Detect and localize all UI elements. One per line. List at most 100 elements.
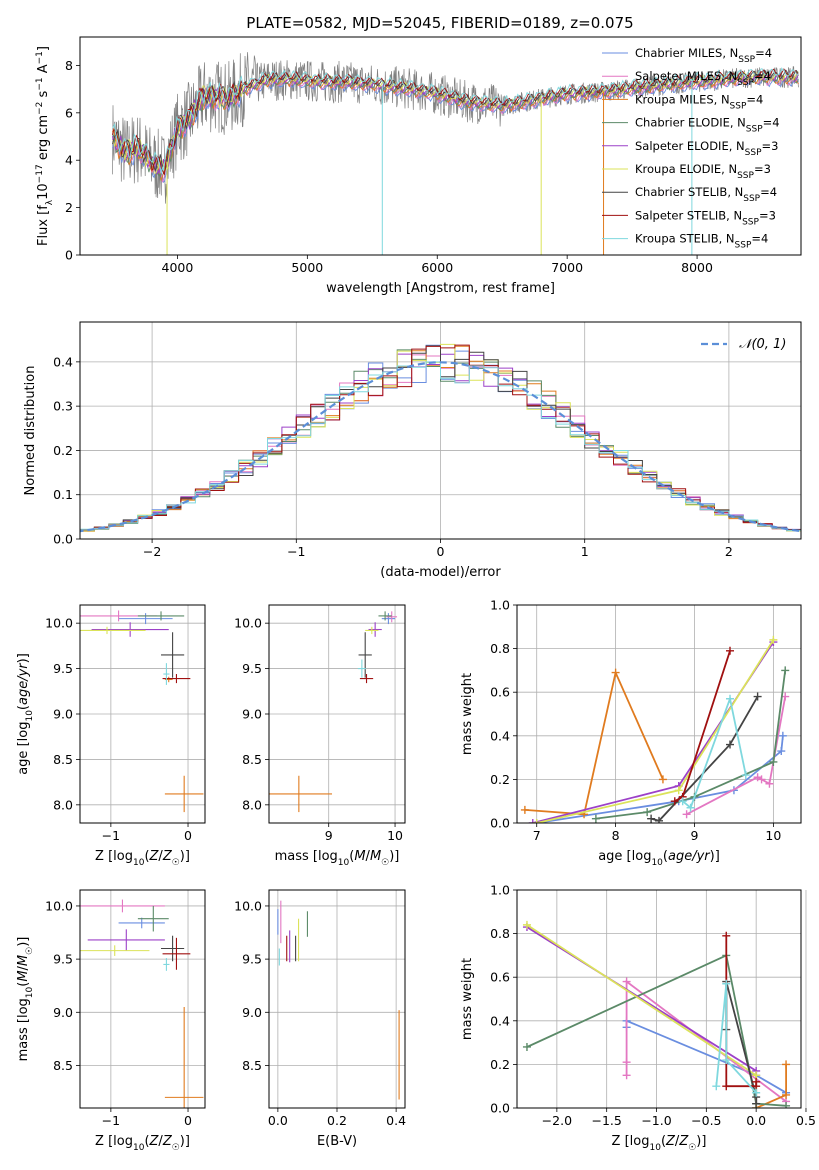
data-point-marker xyxy=(778,731,787,740)
data-point-marker xyxy=(752,1088,761,1097)
axes-frame xyxy=(516,604,802,824)
x-axis-label: Z [log10(Z/Z☉)] xyxy=(95,1134,190,1153)
legend-label: Kroupa ELODIE, NSSP=3 xyxy=(635,162,771,181)
data-point-marker xyxy=(752,1099,761,1108)
age-vs-mass-plot-area xyxy=(269,611,398,813)
data-point-marker xyxy=(741,771,750,780)
data-point-marker xyxy=(769,635,778,644)
y-axis-label: mass weight xyxy=(460,958,475,1040)
y-axis-label: mass [log10(M/M☉)] xyxy=(16,937,35,1062)
data-point-marker xyxy=(622,977,631,986)
x-axis-label: E(B-V) xyxy=(317,1134,357,1149)
y-tick-label: 9.0 xyxy=(53,707,73,722)
x-tick-label: −0.5 xyxy=(691,1113,721,1128)
y-tick-label: 0.3 xyxy=(53,399,73,414)
weight-series-7 xyxy=(650,696,759,822)
age-vs-Z-plot-area xyxy=(80,610,204,813)
legend-label: Salpeter MILES, NSSP=4 xyxy=(635,69,771,88)
data-point-marker xyxy=(752,1077,761,1086)
x-tick-label: 7000 xyxy=(551,260,583,275)
data-point-marker xyxy=(670,797,679,806)
residuals-plot-area xyxy=(80,343,801,534)
data-point-marker xyxy=(765,779,774,788)
legend-label: Chabrier ELODIE, NSSP=4 xyxy=(635,116,780,135)
model-spectrum-3 xyxy=(112,74,799,181)
y-axis-label: mass weight xyxy=(460,673,475,755)
mass-vs-EBV-panel: 0.0 0.2 0.4 8.5 9.0 9.5 10.0 E(B-V) xyxy=(234,889,406,1149)
y-tick-label: 9.5 xyxy=(242,661,262,676)
y-tick-label: 8.0 xyxy=(242,797,262,812)
data-point-marker xyxy=(781,666,790,675)
x-tick-label: 10 xyxy=(387,828,403,843)
x-tick-label: 0.4 xyxy=(386,1113,406,1128)
x-tick-label: −2 xyxy=(143,544,161,559)
legend-label: Kroupa STELIB, NSSP=4 xyxy=(635,232,768,251)
y-tick-label: 1.0 xyxy=(490,598,510,613)
data-point-marker xyxy=(611,668,620,677)
x-axis-label: Z [log10(Z/Z☉)] xyxy=(612,1134,707,1153)
x-tick-label: 10 xyxy=(765,828,781,843)
legend-label: Salpeter STELIB, NSSP=3 xyxy=(635,208,776,227)
legend-label: Salpeter ELODIE, NSSP=3 xyxy=(635,139,778,158)
y-tick-label: 10.0 xyxy=(234,898,262,913)
x-tick-label: 6000 xyxy=(421,260,453,275)
data-point-marker xyxy=(757,775,766,784)
data-point-marker xyxy=(532,819,541,823)
y-tick-label: 9.5 xyxy=(242,952,262,967)
y-tick-label: 1.0 xyxy=(490,883,510,898)
weight-series-3 xyxy=(524,669,664,816)
data-point-marker xyxy=(643,808,652,817)
y-tick-label: 10.0 xyxy=(45,616,73,631)
x-tick-label: 8 xyxy=(612,828,620,843)
data-point-marker xyxy=(622,1058,631,1067)
gaussian-reference-curve xyxy=(80,361,801,533)
mass-weight-vs-Z-plot-area xyxy=(522,920,791,1108)
x-tick-label: 9 xyxy=(691,828,699,843)
y-tick-label: 9.5 xyxy=(53,952,73,967)
y-tick-label: 9.0 xyxy=(242,707,262,722)
data-point-marker xyxy=(753,692,762,701)
data-point-marker xyxy=(682,810,691,819)
weight-series-3 xyxy=(755,1064,787,1108)
y-tick-label: 4 xyxy=(65,153,73,168)
axes-frame xyxy=(79,36,802,256)
data-point-marker xyxy=(722,1082,731,1091)
x-tick-label: 0.2 xyxy=(327,1113,347,1128)
y-tick-label: 0.8 xyxy=(490,641,510,656)
data-point-marker xyxy=(647,814,656,823)
x-tick-label: 8000 xyxy=(681,260,713,275)
data-point-marker xyxy=(678,797,687,806)
data-point-marker xyxy=(712,1082,721,1091)
model-spectrum-9 xyxy=(112,67,799,174)
mass-vs-Z-plot-area xyxy=(80,899,204,1108)
x-tick-label: −1 xyxy=(102,828,120,843)
y-tick-label: 9.0 xyxy=(242,1005,262,1020)
legend-label: Chabrier STELIB, NSSP=4 xyxy=(635,185,777,204)
data-point-marker xyxy=(658,775,667,784)
x-axis-label: (data-model)/error xyxy=(380,565,501,580)
y-tick-label: 10.0 xyxy=(234,616,262,631)
data-point-marker xyxy=(722,1056,731,1065)
mass-weight-vs-Z-panel: −2.0 −1.5 −1.0 −0.5 0.0 0.5 0.0 0.2 0.4 0.6 0.8 1.0… xyxy=(460,883,816,1154)
x-tick-label: 0.0 xyxy=(746,1113,766,1128)
data-point-marker xyxy=(622,1071,631,1080)
data-point-marker xyxy=(655,816,663,823)
x-tick-label: 4000 xyxy=(162,260,194,275)
legend-label: 𝒩(0, 1) xyxy=(739,337,786,352)
weight-series-4 xyxy=(526,954,787,1107)
y-tick-label: 0.0 xyxy=(53,532,73,547)
y-tick-label: 0 xyxy=(65,248,73,263)
data-point-marker xyxy=(674,786,683,795)
x-axis-label: mass [log10(M/M☉)] xyxy=(275,849,400,868)
x-tick-label: 7 xyxy=(533,828,541,843)
y-tick-label: 0.1 xyxy=(53,487,73,502)
data-point-marker xyxy=(782,1101,791,1108)
age-vs-mass-panel: 9 10 8.0 8.5 9.0 9.5 10.0 mass [log10(M/M☉)] xyxy=(234,604,406,868)
y-tick-label: 10.0 xyxy=(45,898,73,913)
axes-frame xyxy=(516,889,802,1109)
y-tick-label: 0.2 xyxy=(490,1057,510,1072)
x-tick-label: −1.0 xyxy=(641,1113,671,1128)
data-point-marker xyxy=(726,646,734,655)
y-tick-label: 6 xyxy=(65,105,73,120)
x-tick-label: −1 xyxy=(102,1113,120,1128)
